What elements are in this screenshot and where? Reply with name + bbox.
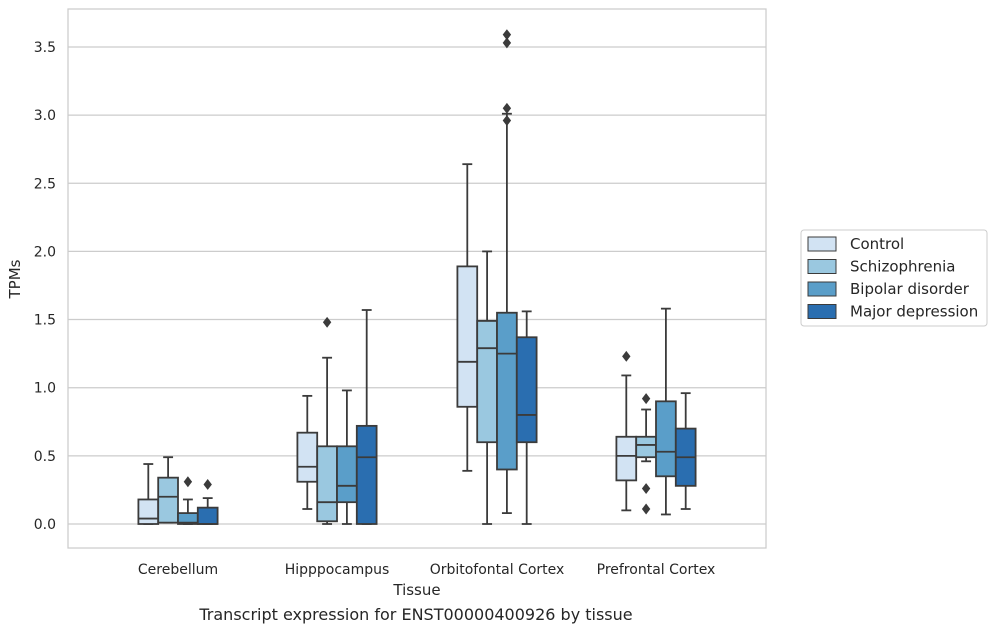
outlier-point: [183, 476, 193, 488]
y-tick-label: 2.5: [34, 176, 56, 192]
outlier-point: [322, 316, 332, 328]
y-tick-label: 0.5: [34, 449, 56, 465]
box-prefrontal-cortex: [674, 392, 697, 510]
y-tick-label: 1.5: [34, 313, 56, 329]
series-schizophrenia: [157, 250, 657, 525]
x-axis-ticks: Cerebellum Hipppocampus Orbitofontal Corte…: [138, 562, 715, 578]
series-control: [137, 163, 638, 525]
iqr-box: [355, 424, 378, 525]
iqr-box: [336, 445, 358, 504]
box-prefrontal-cortex: [635, 393, 657, 515]
y-axis-title: TPMs: [6, 259, 24, 299]
outlier-point: [641, 393, 651, 405]
y-tick-label: 3.5: [34, 40, 56, 56]
outlier-point: [502, 29, 512, 41]
outlier-point: [502, 102, 512, 114]
box-cerebellum: [177, 476, 199, 525]
legend-swatch: [807, 281, 837, 297]
iqr-box: [316, 445, 338, 523]
box-cerebellum: [196, 479, 219, 525]
iqr-box: [515, 336, 538, 444]
boxes: [137, 29, 697, 525]
figure-caption: Transcript expression for ENST0000040092…: [199, 605, 633, 624]
box-orbitofontal-cortex: [476, 250, 498, 525]
x-tick-label: Orbitofontal Cortex: [430, 562, 565, 578]
box-hipppocampus: [296, 394, 319, 510]
plot-frame: [67, 8, 767, 549]
iqr-box: [655, 400, 677, 478]
iqr-box: [157, 476, 179, 524]
iqr-box: [137, 498, 160, 525]
box-hipppocampus: [336, 389, 358, 525]
iqr-box: [496, 311, 518, 471]
series-bipolar-disorder: [177, 29, 677, 525]
legend: Control Schizophrenia Bipolar disorder Majo…: [800, 229, 988, 327]
outlier-point: [641, 483, 651, 495]
y-tick-label: 3.0: [34, 108, 56, 124]
series-major-depression: [196, 309, 697, 525]
legend-label: Control: [850, 235, 904, 253]
legend-label: Schizophrenia: [850, 258, 955, 276]
iqr-box: [635, 435, 657, 459]
iqr-box: [196, 506, 219, 525]
box-cerebellum: [157, 456, 179, 524]
x-tick-label: Hipppocampus: [285, 562, 390, 578]
outlier-point: [203, 479, 212, 490]
y-axis-ticks: 0.0 0.5 1.0 1.5 2.0 2.5 3.0 3.5: [34, 40, 56, 533]
legend-label: Major depression: [850, 303, 978, 321]
legend-label: Bipolar disorder: [850, 280, 970, 298]
legend-swatch: [807, 304, 837, 319]
legend-swatch: [807, 259, 837, 274]
gridlines: [68, 46, 766, 525]
y-tick-label: 2.0: [34, 244, 56, 260]
outlier-point: [641, 503, 651, 515]
box-prefrontal-cortex: [655, 307, 677, 516]
box-orbitofontal-cortex: [496, 29, 518, 514]
x-tick-label: Prefrontal Cortex: [597, 562, 716, 578]
box-hipppocampus: [355, 309, 378, 525]
box-hipppocampus: [316, 316, 338, 525]
legend-frame: [800, 229, 988, 327]
iqr-box: [615, 435, 638, 482]
x-tick-label: Cerebellum: [138, 562, 218, 578]
box-orbitofontal-cortex: [515, 310, 538, 525]
outlier-point: [622, 350, 631, 362]
iqr-box: [296, 431, 319, 483]
iqr-box: [456, 265, 479, 408]
box-cerebellum: [137, 463, 160, 525]
y-tick-label: 0.0: [34, 517, 56, 533]
box-orbitofontal-cortex: [456, 163, 479, 472]
x-axis-title: Tissue: [392, 581, 440, 599]
legend-swatch: [807, 236, 837, 252]
outlier-point: [502, 37, 512, 49]
y-tick-label: 1.0: [34, 381, 56, 397]
iqr-box: [476, 320, 498, 444]
box-prefrontal-cortex: [615, 350, 638, 512]
outlier-point: [502, 115, 512, 127]
